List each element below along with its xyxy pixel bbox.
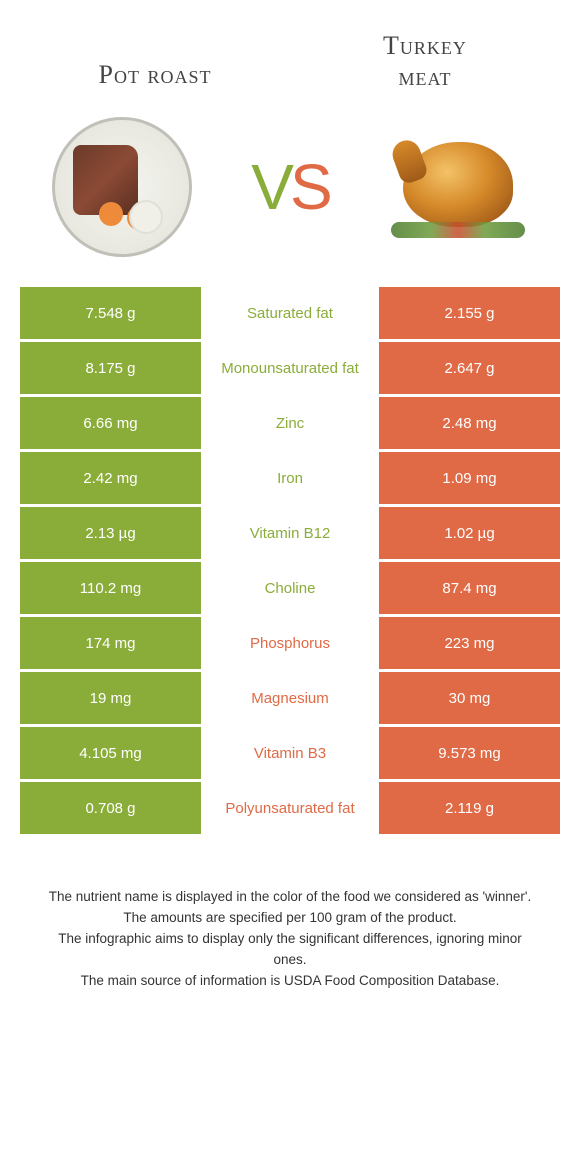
nutrient-label: Monounsaturated fat bbox=[201, 342, 379, 394]
food-right-title-line2: meat bbox=[399, 62, 452, 91]
right-value: 2.155 g bbox=[379, 287, 560, 339]
comparison-table: 7.548 gSaturated fat2.155 g8.175 gMonoun… bbox=[20, 287, 560, 834]
table-row: 110.2 mgCholine87.4 mg bbox=[20, 562, 560, 614]
right-value: 2.119 g bbox=[379, 782, 560, 834]
nutrient-label: Polyunsaturated fat bbox=[201, 782, 379, 834]
nutrient-label: Iron bbox=[201, 452, 379, 504]
left-value: 4.105 mg bbox=[20, 727, 201, 779]
table-row: 0.708 gPolyunsaturated fat2.119 g bbox=[20, 782, 560, 834]
left-value: 2.42 mg bbox=[20, 452, 201, 504]
right-value: 1.09 mg bbox=[379, 452, 560, 504]
header: Pot roast Turkey meat bbox=[0, 0, 580, 102]
right-value: 87.4 mg bbox=[379, 562, 560, 614]
turkey-icon bbox=[383, 112, 533, 262]
footer-line-1: The nutrient name is displayed in the co… bbox=[40, 887, 540, 908]
nutrient-label: Vitamin B12 bbox=[201, 507, 379, 559]
left-value: 2.13 µg bbox=[20, 507, 201, 559]
food-left-title: Pot roast bbox=[20, 60, 290, 90]
left-value: 0.708 g bbox=[20, 782, 201, 834]
nutrient-label: Phosphorus bbox=[201, 617, 379, 669]
vs-s: S bbox=[290, 151, 329, 223]
right-value: 1.02 µg bbox=[379, 507, 560, 559]
table-row: 8.175 gMonounsaturated fat2.647 g bbox=[20, 342, 560, 394]
left-value: 8.175 g bbox=[20, 342, 201, 394]
table-row: 2.42 mgIron1.09 mg bbox=[20, 452, 560, 504]
nutrient-label: Magnesium bbox=[201, 672, 379, 724]
right-value: 9.573 mg bbox=[379, 727, 560, 779]
table-row: 174 mgPhosphorus223 mg bbox=[20, 617, 560, 669]
food-left-title-wrap: Pot roast bbox=[20, 30, 290, 90]
left-value: 19 mg bbox=[20, 672, 201, 724]
footer-line-2: The amounts are specified per 100 gram o… bbox=[40, 908, 540, 929]
food-right-title: Turkey meat bbox=[290, 30, 560, 92]
left-value: 110.2 mg bbox=[20, 562, 201, 614]
footer-line-3: The infographic aims to display only the… bbox=[40, 929, 540, 971]
food-right-title-wrap: Turkey meat bbox=[290, 30, 560, 92]
right-value: 2.48 mg bbox=[379, 397, 560, 449]
table-row: 7.548 gSaturated fat2.155 g bbox=[20, 287, 560, 339]
left-value: 7.548 g bbox=[20, 287, 201, 339]
table-row: 19 mgMagnesium30 mg bbox=[20, 672, 560, 724]
table-row: 2.13 µgVitamin B121.02 µg bbox=[20, 507, 560, 559]
right-value: 30 mg bbox=[379, 672, 560, 724]
nutrient-label: Vitamin B3 bbox=[201, 727, 379, 779]
images-row: VS bbox=[0, 102, 580, 287]
vs-v: V bbox=[251, 151, 290, 223]
footer-notes: The nutrient name is displayed in the co… bbox=[0, 837, 580, 1012]
table-row: 6.66 mgZinc2.48 mg bbox=[20, 397, 560, 449]
left-value: 174 mg bbox=[20, 617, 201, 669]
pot-roast-icon bbox=[47, 112, 197, 262]
vs-label: VS bbox=[251, 150, 328, 224]
right-value: 2.647 g bbox=[379, 342, 560, 394]
left-value: 6.66 mg bbox=[20, 397, 201, 449]
table-row: 4.105 mgVitamin B39.573 mg bbox=[20, 727, 560, 779]
right-value: 223 mg bbox=[379, 617, 560, 669]
nutrient-label: Saturated fat bbox=[201, 287, 379, 339]
food-right-title-line1: Turkey bbox=[383, 31, 467, 60]
nutrient-label: Choline bbox=[201, 562, 379, 614]
footer-line-4: The main source of information is USDA F… bbox=[40, 971, 540, 992]
nutrient-label: Zinc bbox=[201, 397, 379, 449]
